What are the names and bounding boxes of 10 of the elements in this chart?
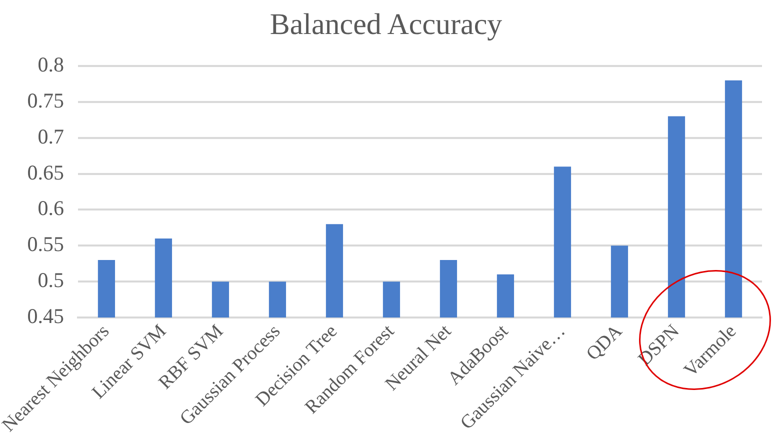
y-tick-label: 0.45 — [27, 304, 64, 328]
y-tick-label: 0.7 — [38, 124, 64, 148]
y-tick-label: 0.65 — [27, 160, 64, 184]
chart-title: Balanced Accuracy — [270, 8, 502, 41]
y-tick-label: 0.75 — [27, 88, 64, 112]
x-tick-label: QDA — [582, 320, 627, 365]
y-tick-label: 0.5 — [38, 268, 64, 292]
y-tick-label: 0.55 — [27, 232, 64, 256]
y-tick-label: 0.8 — [38, 52, 64, 77]
y-tick-label: 0.6 — [38, 196, 64, 220]
